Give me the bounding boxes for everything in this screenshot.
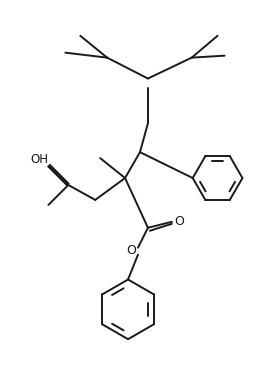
Text: O: O bbox=[126, 244, 136, 257]
Polygon shape bbox=[48, 164, 68, 185]
Text: OH: OH bbox=[31, 153, 49, 166]
Text: O: O bbox=[174, 215, 184, 228]
